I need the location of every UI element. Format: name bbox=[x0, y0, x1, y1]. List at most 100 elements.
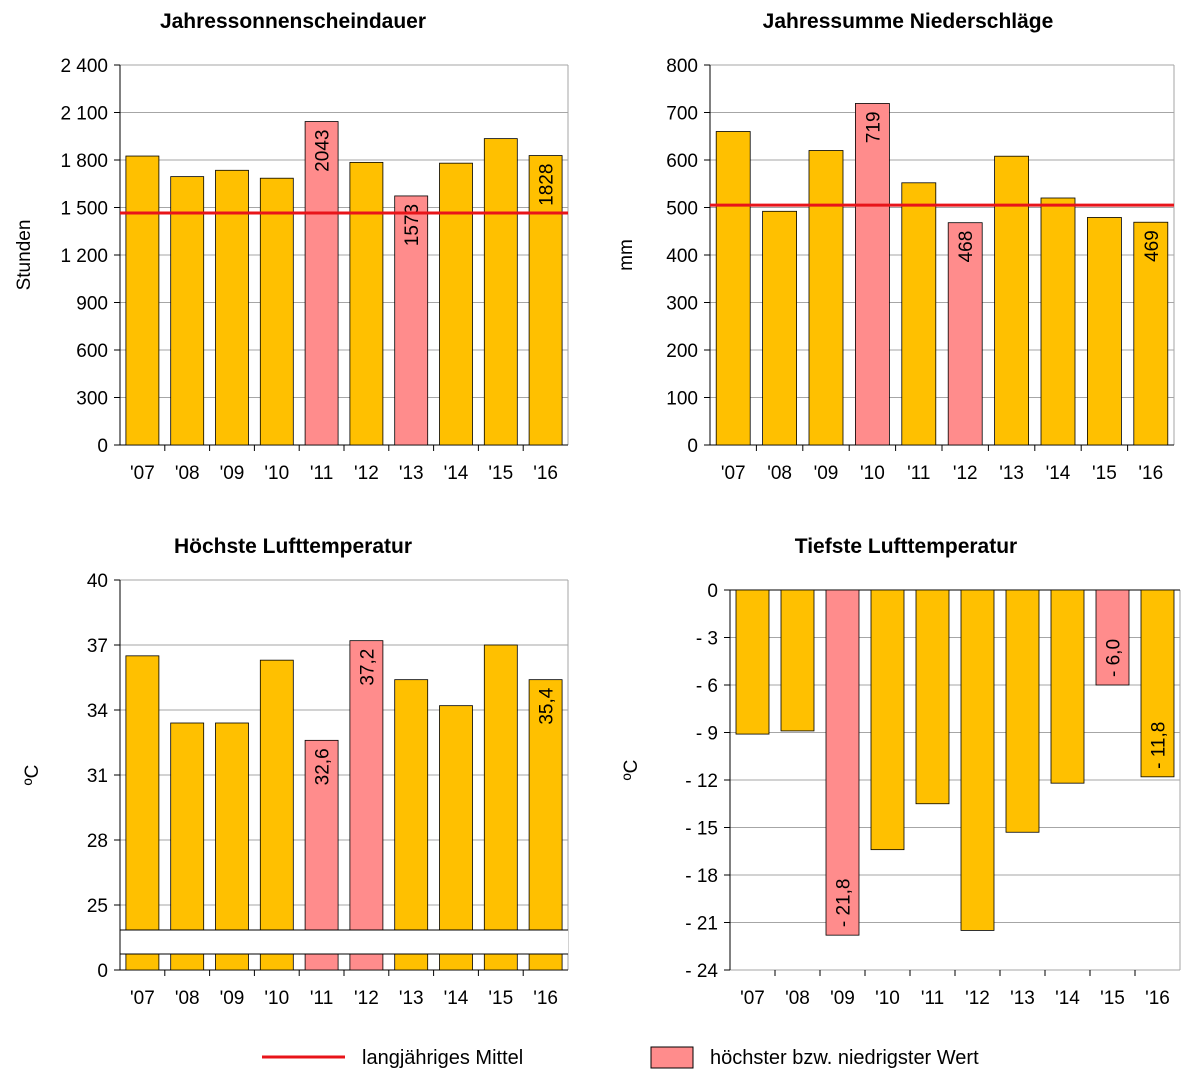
x-tick-label: '13 bbox=[399, 463, 424, 484]
bar bbox=[125, 655, 160, 971]
chart-min-temperature: Tiefste Lufttemperatur ºC 0 - 3 - 6 - 9 - 12 - … bbox=[621, 535, 1181, 1009]
y-tick-label: 0 bbox=[97, 436, 108, 457]
y-tick-label: 600 bbox=[666, 151, 698, 172]
x-tick-label: '08 bbox=[785, 988, 810, 1009]
bar bbox=[1040, 197, 1076, 446]
y-tick-label: - 15 bbox=[685, 819, 718, 840]
x-tick-label: '13 bbox=[999, 463, 1024, 484]
x-tick-label: '16 bbox=[533, 463, 558, 484]
x-tick-label: '08 bbox=[175, 988, 200, 1009]
x-tick-label: '12 bbox=[953, 463, 978, 484]
bar bbox=[1087, 217, 1122, 446]
bar bbox=[483, 138, 518, 446]
x-tick-label: '12 bbox=[354, 988, 379, 1009]
y-tick-label: 0 bbox=[687, 436, 698, 457]
bar bbox=[215, 169, 249, 446]
y-tick-label: 0 bbox=[97, 961, 108, 982]
bar-value-label: 32,6 bbox=[313, 748, 334, 785]
bar-value-label: 1573 bbox=[402, 204, 423, 246]
x-tick-label: '07 bbox=[130, 463, 155, 484]
bar bbox=[715, 131, 751, 446]
bar-value-label: 469 bbox=[1142, 230, 1163, 262]
bar bbox=[259, 659, 294, 971]
legend-extreme-label: höchster bzw. niedrigster Wert bbox=[710, 1047, 979, 1069]
y-tick-label: 1 800 bbox=[60, 151, 108, 172]
bar-extreme bbox=[1095, 589, 1130, 686]
bar-value-label: 468 bbox=[956, 231, 977, 263]
bar bbox=[259, 177, 294, 446]
bar bbox=[483, 644, 518, 971]
x-tick-label: '09 bbox=[220, 988, 245, 1009]
bar bbox=[1133, 221, 1169, 446]
legend-mean-label: langjähriges Mittel bbox=[362, 1047, 523, 1069]
bar-extreme bbox=[304, 121, 339, 446]
bar-value-label: 37,2 bbox=[357, 649, 378, 686]
y-tick-label: 700 bbox=[666, 104, 698, 125]
bar bbox=[1005, 589, 1040, 833]
bar bbox=[125, 155, 160, 446]
x-tick-label: '07 bbox=[721, 463, 746, 484]
bar bbox=[808, 150, 844, 446]
bar-extreme bbox=[825, 589, 860, 936]
bar bbox=[960, 589, 995, 931]
y-tick-label: 500 bbox=[666, 199, 698, 220]
x-tick-label: '11 bbox=[907, 463, 930, 484]
chart-title: Jahressonnenscheindauer bbox=[160, 10, 426, 33]
legend: langjähriges Mittel höchster bzw. niedri… bbox=[262, 1046, 979, 1069]
bar-value-label: - 21,8 bbox=[834, 879, 855, 928]
bar bbox=[762, 210, 797, 446]
chart-precipitation: Jahressumme Niederschläge mm 0 100 200 300 400… bbox=[616, 10, 1175, 484]
y-tick-label: 800 bbox=[666, 56, 698, 77]
x-tick-label: '14 bbox=[444, 988, 469, 1009]
y-tick-label: 100 bbox=[666, 389, 698, 410]
bar-value-label: - 6,0 bbox=[1104, 639, 1125, 677]
bar bbox=[170, 722, 205, 971]
y-tick-label: - 3 bbox=[696, 629, 718, 650]
y-tick-label: - 18 bbox=[685, 866, 718, 887]
y-tick-label: 40 bbox=[87, 571, 108, 592]
x-tick-label: '11 bbox=[310, 463, 333, 484]
bar bbox=[1050, 589, 1085, 784]
y-tick-label: 600 bbox=[76, 341, 108, 362]
x-tick-label: '11 bbox=[310, 988, 333, 1009]
bar-value-label: 719 bbox=[863, 111, 884, 143]
x-tick-label: '16 bbox=[1145, 988, 1170, 1009]
x-tick-label: '14 bbox=[1055, 988, 1080, 1009]
y-tick-label: 28 bbox=[87, 831, 108, 852]
bar bbox=[528, 679, 563, 971]
bar-extreme bbox=[349, 640, 384, 971]
x-tick-label: '14 bbox=[444, 463, 469, 484]
bar bbox=[215, 722, 249, 971]
y-tick-label: - 6 bbox=[696, 676, 718, 697]
bar-value-label: 35,4 bbox=[537, 687, 558, 724]
x-tick-label: '15 bbox=[488, 988, 513, 1009]
x-tick-label: '16 bbox=[533, 988, 558, 1009]
y-tick-label: 400 bbox=[666, 246, 698, 267]
x-tick-label: '08 bbox=[175, 463, 200, 484]
x-tick-label: '12 bbox=[965, 988, 990, 1009]
bar bbox=[439, 705, 473, 971]
y-tick-label: - 24 bbox=[685, 961, 718, 982]
bar bbox=[901, 182, 937, 446]
x-tick-label: '15 bbox=[1100, 988, 1125, 1009]
x-tick-label: '09 bbox=[830, 988, 855, 1009]
x-tick-label: '07 bbox=[740, 988, 765, 1009]
y-axis-label: ºC bbox=[621, 760, 642, 781]
y-tick-label: 31 bbox=[87, 766, 108, 787]
bar bbox=[870, 589, 905, 851]
axis-break-gap bbox=[121, 930, 568, 954]
x-tick-label: '09 bbox=[220, 463, 245, 484]
bar-extreme bbox=[855, 103, 890, 446]
bar bbox=[349, 161, 384, 446]
bar bbox=[170, 176, 205, 446]
y-tick-label: 34 bbox=[87, 701, 109, 722]
x-tick-label: '10 bbox=[875, 988, 900, 1009]
x-tick-label: '10 bbox=[264, 463, 289, 484]
bar bbox=[994, 155, 1029, 446]
y-tick-label: 1 200 bbox=[60, 246, 108, 267]
bar bbox=[528, 155, 563, 446]
y-tick-label: 37 bbox=[87, 636, 108, 657]
y-axis-label: Stunden bbox=[14, 220, 35, 291]
x-tick-label: '09 bbox=[814, 463, 839, 484]
